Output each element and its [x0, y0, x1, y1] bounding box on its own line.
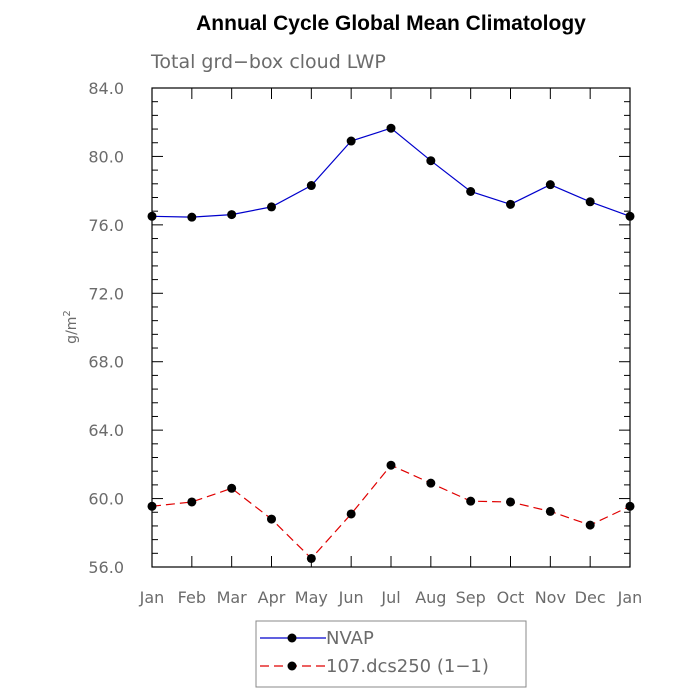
data-point — [306, 181, 316, 191]
data-point — [545, 180, 555, 190]
y-tick-label: 80.0 — [88, 147, 124, 166]
x-tick-label: Jul — [380, 588, 400, 607]
series-line — [151, 464, 631, 560]
x-tick-label: Apr — [258, 588, 286, 607]
x-tick-label: Jun — [338, 588, 364, 607]
x-tick-label: Jan — [617, 588, 643, 607]
data-point — [267, 202, 276, 212]
x-tick-label: Mar — [217, 588, 248, 607]
y-tick-label: 60.0 — [88, 490, 124, 509]
data-point — [466, 186, 476, 196]
x-tick-label: Jan — [139, 588, 165, 607]
x-tick-label: Sep — [456, 588, 486, 607]
series-0 — [147, 123, 635, 222]
data-point — [227, 210, 237, 220]
axes — [151, 87, 631, 568]
x-tick-label: Nov — [535, 588, 566, 607]
y-tick-label: 68.0 — [88, 353, 124, 372]
legend-label-nvap: NVAP — [326, 628, 374, 649]
data-point — [585, 520, 595, 530]
y-tick-label: 56.0 — [88, 558, 124, 577]
x-tick-label: Feb — [178, 588, 206, 607]
plot-frame — [151, 87, 631, 568]
data-point — [466, 496, 476, 506]
y-tick-label: 84.0 — [88, 79, 124, 98]
legend-marker-model — [287, 661, 297, 671]
y-axis-label-superscript: 2 — [62, 310, 73, 316]
ticks: 56.0 60.0 64.0 68.0 72.0 76.0 80.0 84.0 Jan Feb Ma… — [88, 79, 642, 607]
legend-label-model: 107.dcs250 (1−1) — [326, 656, 489, 677]
data-point — [506, 497, 515, 507]
series-group — [147, 123, 635, 563]
chart-subtitle: Total grd−box cloud LWP — [150, 51, 386, 73]
data-point — [625, 211, 635, 221]
data-point — [426, 478, 436, 488]
data-point — [227, 483, 237, 493]
data-point — [506, 199, 515, 209]
x-tick-label: Dec — [575, 588, 606, 607]
data-point — [346, 509, 356, 519]
data-point — [187, 212, 197, 222]
data-point — [585, 197, 595, 207]
data-point — [306, 553, 316, 563]
data-point — [625, 501, 635, 511]
data-point — [426, 156, 436, 166]
y-tick-label: 72.0 — [88, 284, 124, 303]
y-tick-label: 64.0 — [88, 421, 124, 440]
series-1 — [147, 460, 635, 563]
legend-box — [255, 620, 527, 688]
y-axis-label-text: g/m — [64, 317, 80, 344]
data-point — [386, 460, 396, 470]
x-tick-label: May — [295, 588, 328, 607]
series-line — [151, 127, 631, 218]
y-tick-label: 76.0 — [88, 216, 124, 235]
data-point — [386, 123, 396, 133]
x-tick-label: Aug — [415, 588, 446, 607]
x-tick-label: Oct — [497, 588, 525, 607]
data-point — [147, 501, 157, 511]
data-point — [545, 506, 555, 516]
legend-marker-nvap — [287, 633, 297, 643]
chart-title: Annual Cycle Global Mean Climatology — [196, 12, 586, 35]
data-point — [346, 136, 356, 146]
y-axis-label: g/m2 — [62, 310, 80, 344]
legend: NVAP 107.dcs250 (1−1) — [255, 620, 527, 688]
data-point — [187, 497, 197, 507]
data-point — [267, 514, 276, 524]
data-point — [147, 211, 157, 221]
